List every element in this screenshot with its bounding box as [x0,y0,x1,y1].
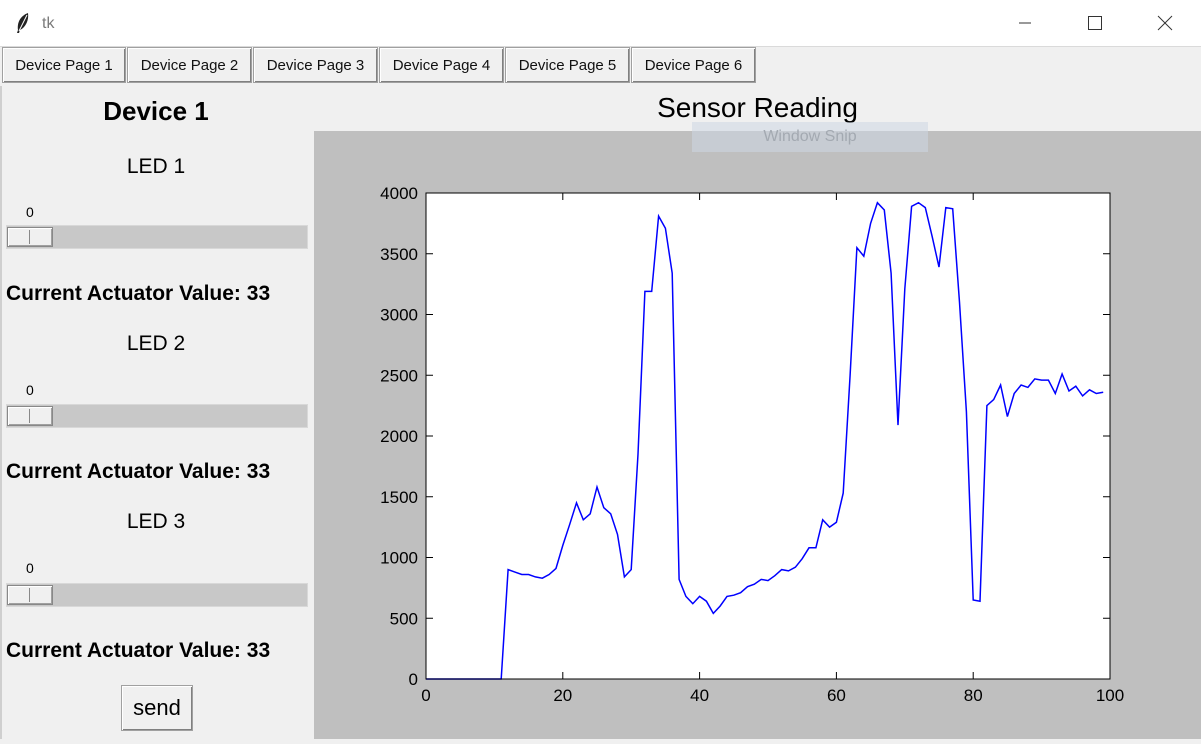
led-2-actuator-value: Current Actuator Value: 33 [6,460,271,483]
window-snip-overlay: Window Snip [692,122,928,152]
y-tick-label: 1000 [380,549,418,568]
y-tick-label: 3500 [380,245,418,264]
tab-device-page-6[interactable]: Device Page 6 [631,47,756,83]
led-3-actuator-value: Current Actuator Value: 33 [6,639,271,662]
close-button[interactable] [1130,0,1200,46]
led-1-slider-handle[interactable] [7,227,53,247]
y-tick-label: 1500 [380,488,418,507]
device-title: Device 1 [103,96,209,126]
led-1-actuator-value: Current Actuator Value: 33 [6,282,271,305]
window-title: tk [42,15,55,32]
x-tick-label: 40 [690,686,709,705]
sensor-reading-line [426,201,1104,680]
window-snip-text: Window Snip [763,128,857,145]
y-tick-label: 4000 [380,184,418,203]
led-1-scale-value: 0 [26,204,34,220]
y-tick-label: 500 [390,609,418,628]
led-2-slider-handle[interactable] [7,406,53,426]
y-tick-label: 2500 [380,366,418,385]
plot-background [426,193,1110,679]
minimize-button[interactable] [990,0,1060,46]
close-icon [1157,15,1173,31]
left-edge-divider [0,86,2,739]
y-tick-label: 2000 [380,427,418,446]
tab-device-page-2[interactable]: Device Page 2 [127,47,252,83]
led-2-slider[interactable] [6,404,308,428]
x-tick-label: 60 [827,686,846,705]
led-2-label: LED 2 [126,332,186,355]
chart-title: Sensor Reading [657,92,858,123]
x-tick-label: 0 [421,686,430,705]
tab-device-page-4[interactable]: Device Page 4 [379,47,504,83]
send-button[interactable]: send [121,685,193,731]
x-tick-label: 80 [964,686,983,705]
maximize-button[interactable] [1060,0,1130,46]
x-tick-label: 20 [553,686,572,705]
led-3-label: LED 3 [126,510,186,533]
maximize-icon [1088,16,1102,30]
title-bar: tk [0,0,1201,47]
led-2-scale-value: 0 [26,382,34,398]
sensor-chart: 0 20 40 60 80 1000500100015002000250030003500… [380,184,1124,705]
y-tick-label: 3000 [380,306,418,325]
led-3-slider[interactable] [6,583,308,607]
led-1-slider[interactable] [6,225,308,249]
led-1-label: LED 1 [126,155,186,178]
y-tick-label: 0 [409,670,418,689]
led-3-scale-value: 0 [26,560,34,576]
tab-device-page-5[interactable]: Device Page 5 [505,47,630,83]
led-3-slider-handle[interactable] [7,585,53,605]
feather-icon [17,13,29,33]
minimize-icon [1019,22,1031,24]
tab-device-page-3[interactable]: Device Page 3 [253,47,378,83]
tab-device-page-1[interactable]: Device Page 1 [2,47,126,83]
x-tick-label: 100 [1096,686,1124,705]
sensor-chart-area: 0 20 40 60 80 100 0 500 1000 1500 2000 2500 3000 3500… [314,131,1201,739]
